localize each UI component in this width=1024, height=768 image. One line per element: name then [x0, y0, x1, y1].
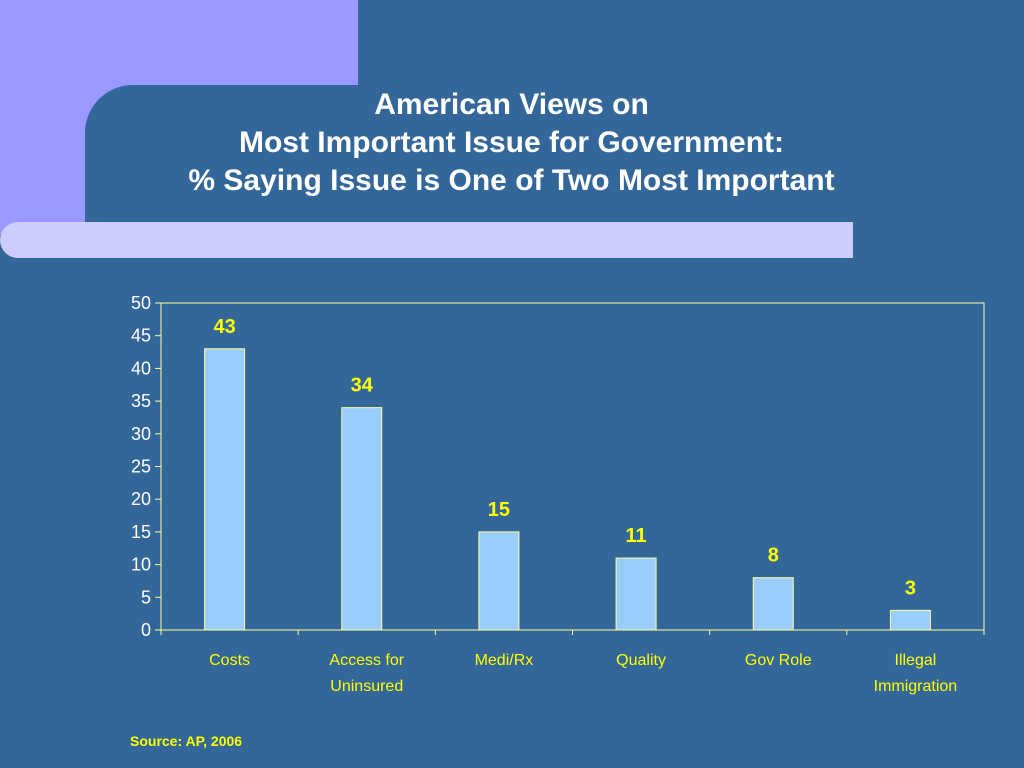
x-tick-label: Costs [209, 652, 250, 669]
y-tick-label: 15 [131, 522, 151, 542]
y-tick-label: 40 [131, 358, 151, 378]
y-tick-label: 30 [131, 424, 151, 444]
y-tick-label: 35 [131, 391, 151, 411]
y-tick-label: 50 [131, 293, 151, 313]
x-tick-label-line: Gov Role [745, 652, 812, 669]
bar [204, 348, 246, 631]
bar [889, 609, 931, 631]
y-tick-label: 0 [141, 620, 151, 640]
x-tick-label-line: Costs [209, 652, 250, 669]
data-label: 15 [488, 499, 510, 521]
plot-area [160, 302, 985, 631]
decorative-strip [0, 222, 853, 258]
x-tick-label: Medi/Rx [475, 652, 534, 669]
slide-title: American Views on Most Important Issue f… [85, 86, 938, 200]
x-tick-label: Access for Uninsured [329, 652, 404, 695]
x-tick-label: Illegal Immigration [874, 652, 958, 695]
data-label: 8 [768, 545, 779, 567]
data-label: 11 [626, 525, 647, 547]
bar [341, 407, 383, 631]
title-line-1: American Views on [374, 88, 649, 121]
x-tick-label: Gov Role [745, 652, 812, 669]
bar [615, 557, 657, 631]
y-tick-label: 10 [131, 555, 151, 575]
x-tick-label-line: Medi/Rx [475, 652, 534, 669]
x-tick-label-line: Quality [616, 652, 666, 669]
y-tick-label: 5 [141, 587, 151, 607]
bar [478, 531, 520, 631]
x-tick-label-line: Immigration [874, 678, 958, 695]
title-line-3: % Saying Issue is One of Two Most Import… [188, 164, 835, 197]
x-tick-label: Quality [616, 652, 666, 669]
x-tick-label-line: Illegal [895, 652, 937, 669]
source-note: Source: AP, 2006 [130, 733, 243, 749]
data-label: 43 [213, 316, 235, 338]
bar [752, 577, 794, 631]
data-label: 3 [905, 577, 916, 599]
x-tick-label-line: Uninsured [330, 678, 403, 695]
y-tick-label: 45 [131, 326, 151, 346]
title-line-2: Most Important Issue for Government: [238, 126, 785, 159]
x-tick-label-line: Access for [329, 652, 404, 669]
data-label: 34 [351, 375, 374, 397]
y-tick-label: 25 [131, 457, 151, 477]
y-tick-label: 20 [131, 489, 151, 509]
